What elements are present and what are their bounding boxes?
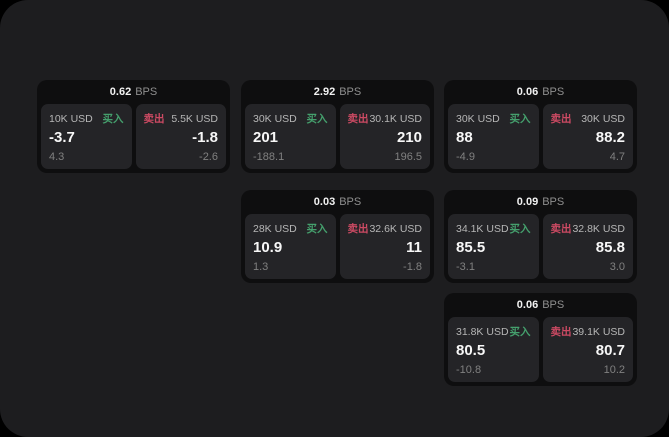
bps-value: 0.62	[109, 86, 132, 98]
buy-amount: 30K USD	[456, 113, 500, 125]
sell-side-label: 卖出	[347, 113, 369, 125]
sell-side-label: 卖出	[143, 113, 165, 125]
buy-amount: 31.8K USD	[456, 326, 509, 338]
card-header: 0.06 BPS	[444, 80, 637, 104]
sell-price: 80.7	[595, 342, 625, 360]
sell-price: 210	[396, 129, 422, 147]
buy-amount: 30K USD	[253, 113, 297, 125]
buy-side-label: 买入	[509, 326, 531, 338]
buy-delta: -4.9	[456, 151, 475, 163]
sell-side-label: 卖出	[550, 113, 572, 125]
quote-card: 0.62 BPS 10K USD 买入 -3.7 4.3 卖出 5.5K USD…	[37, 80, 230, 173]
sell-delta: 3.0	[609, 261, 625, 273]
quote-card: 0.06 BPS 30K USD 买入 88 -4.9 卖出 30K USD 8…	[444, 80, 637, 173]
buy-tile[interactable]: 10K USD 买入 -3.7 4.3	[41, 104, 132, 169]
bps-unit-label: BPS	[339, 86, 362, 98]
sell-price: 85.8	[595, 239, 625, 257]
buy-amount: 34.1K USD	[456, 223, 509, 235]
sell-amount: 5.5K USD	[171, 113, 218, 125]
buy-delta: -10.8	[456, 364, 482, 376]
sell-amount: 30K USD	[581, 113, 625, 125]
sell-side-label: 卖出	[550, 223, 572, 235]
sell-tile[interactable]: 卖出 5.5K USD -1.8 -2.6	[135, 104, 226, 169]
card-header: 0.03 BPS	[241, 190, 434, 214]
sell-side-label: 卖出	[347, 223, 369, 235]
sell-tile[interactable]: 卖出 30.1K USD 210 196.5	[339, 104, 430, 169]
card-header: 0.06 BPS	[444, 293, 637, 317]
sell-tile[interactable]: 卖出 30K USD 88.2 4.7	[542, 104, 633, 169]
buy-side-label: 买入	[306, 113, 328, 125]
buy-side-label: 买入	[306, 223, 328, 235]
buy-amount: 10K USD	[49, 113, 93, 125]
sell-amount: 30.1K USD	[369, 113, 422, 125]
sell-price: 88.2	[595, 129, 625, 147]
buy-tile[interactable]: 30K USD 买入 88 -4.9	[448, 104, 539, 169]
bps-unit-label: BPS	[542, 299, 565, 311]
buy-delta: -188.1	[253, 151, 285, 163]
card-header: 0.09 BPS	[444, 190, 637, 214]
sell-price: 11	[406, 239, 422, 257]
sell-amount: 32.8K USD	[572, 223, 625, 235]
buy-tile[interactable]: 28K USD 买入 10.9 1.3	[245, 214, 336, 279]
sell-tile[interactable]: 卖出 32.8K USD 85.8 3.0	[542, 214, 633, 279]
buy-price: 88	[456, 129, 473, 147]
buy-tile[interactable]: 34.1K USD 买入 85.5 -3.1	[448, 214, 539, 279]
sell-delta: -1.8	[403, 261, 422, 273]
quote-card: 2.92 BPS 30K USD 买入 201 -188.1 卖出 30.1K …	[241, 80, 434, 173]
bps-unit-label: BPS	[542, 196, 565, 208]
sell-tile[interactable]: 卖出 32.6K USD 11 -1.8	[339, 214, 430, 279]
buy-price: 80.5	[456, 342, 486, 360]
buy-side-label: 买入	[509, 223, 531, 235]
sell-amount: 32.6K USD	[369, 223, 422, 235]
buy-price: 201	[253, 129, 279, 147]
quote-card: 0.03 BPS 28K USD 买入 10.9 1.3 卖出 32.6K US…	[241, 190, 434, 283]
quote-card: 0.09 BPS 34.1K USD 买入 85.5 -3.1 卖出 32.8K…	[444, 190, 637, 283]
sell-delta: 196.5	[394, 151, 422, 163]
bps-value: 0.03	[313, 196, 336, 208]
buy-amount: 28K USD	[253, 223, 297, 235]
sell-delta: -2.6	[199, 151, 218, 163]
sell-amount: 39.1K USD	[572, 326, 625, 338]
bps-value: 0.06	[516, 299, 539, 311]
bps-unit-label: BPS	[339, 196, 362, 208]
card-header: 2.92 BPS	[241, 80, 434, 104]
buy-price: 10.9	[253, 239, 283, 257]
buy-delta: -3.1	[456, 261, 475, 273]
sell-delta: 10.2	[603, 364, 625, 376]
card-header: 0.62 BPS	[37, 80, 230, 104]
sell-side-label: 卖出	[550, 326, 572, 338]
sell-delta: 4.7	[609, 151, 625, 163]
buy-tile[interactable]: 31.8K USD 买入 80.5 -10.8	[448, 317, 539, 382]
buy-side-label: 买入	[509, 113, 531, 125]
bps-value: 0.06	[516, 86, 539, 98]
bps-unit-label: BPS	[542, 86, 565, 98]
bps-unit-label: BPS	[135, 86, 158, 98]
bps-value: 2.92	[313, 86, 336, 98]
buy-price: 85.5	[456, 239, 486, 257]
buy-tile[interactable]: 30K USD 买入 201 -188.1	[245, 104, 336, 169]
buy-side-label: 买入	[102, 113, 124, 125]
buy-delta: 1.3	[253, 261, 269, 273]
buy-price: -3.7	[49, 129, 75, 147]
bps-value: 0.09	[516, 196, 539, 208]
quote-card: 0.06 BPS 31.8K USD 买入 80.5 -10.8 卖出 39.1…	[444, 293, 637, 386]
sell-price: -1.8	[192, 129, 218, 147]
buy-delta: 4.3	[49, 151, 65, 163]
sell-tile[interactable]: 卖出 39.1K USD 80.7 10.2	[542, 317, 633, 382]
